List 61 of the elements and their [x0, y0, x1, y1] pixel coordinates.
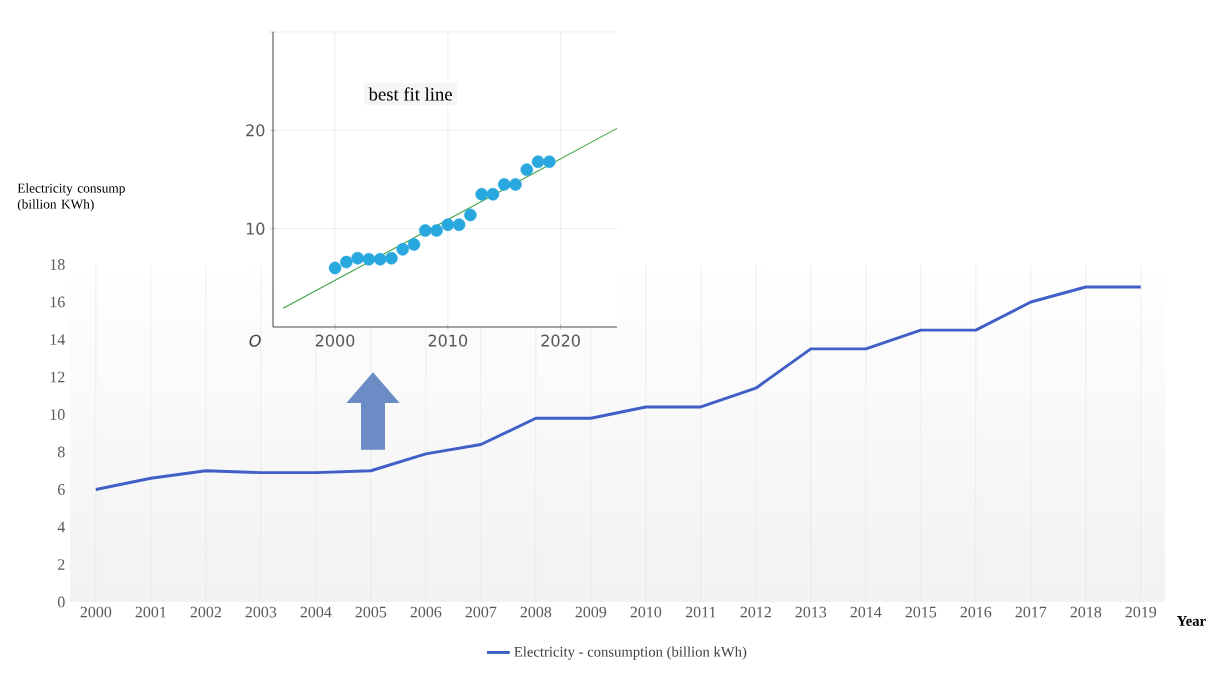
point: [419, 224, 432, 237]
y-tick-label: 2: [58, 559, 65, 570]
y-tick-label: 10: [246, 222, 265, 235]
point: [441, 218, 455, 231]
point: [362, 252, 376, 266]
y-axis-title: Electricity consump (billion KWh): [17, 183, 125, 212]
point: [340, 255, 353, 269]
point: [396, 243, 409, 256]
x-tick-label: 2012: [740, 606, 771, 618]
x-tick-label: 2004: [300, 606, 332, 618]
annotation: best fit line: [368, 87, 452, 101]
x-tick-label: 2006: [410, 606, 442, 618]
x-tick-label: 2015: [905, 606, 937, 618]
x-tick-label: 2011: [685, 606, 716, 618]
point: [351, 251, 364, 265]
y-tick-label: 10: [50, 409, 65, 420]
point: [464, 208, 477, 222]
x-tick-label: 2020: [541, 334, 580, 347]
x-tick-label: 2002: [190, 606, 221, 618]
y-tick-label: 20: [246, 124, 265, 137]
x-tick-label: 2000: [80, 606, 112, 618]
x-tick-label: 2005: [355, 606, 387, 618]
annotation: O: [249, 334, 261, 347]
y-tick-label: 14: [50, 334, 66, 345]
point: [509, 178, 522, 191]
point: [452, 218, 466, 231]
point: [475, 187, 488, 201]
y-tick-label: 12: [50, 371, 65, 383]
x-tick-label: 2000: [315, 334, 355, 347]
point: [486, 187, 500, 201]
x-tick-label: 2009: [575, 606, 607, 618]
legend-label: Electricity - consumption (billion kWh): [514, 646, 747, 660]
x-tick-label: 2008: [520, 606, 552, 618]
x-tick-label: 2010: [428, 334, 468, 347]
point: [531, 155, 545, 169]
point: [430, 224, 443, 237]
x-tick-label: 2016: [960, 606, 992, 618]
point: [328, 261, 342, 275]
y-tick-label: 8: [57, 446, 65, 458]
y-tick-label: 0: [57, 596, 65, 608]
x-tick-label: 2014: [850, 606, 882, 618]
x-tick-label: 2017: [1015, 606, 1047, 618]
y-tick-label: 16: [50, 296, 65, 308]
y-tick-label: 6: [57, 484, 65, 495]
x-axis-title: Year: [1176, 616, 1206, 626]
y-tick-label: 4: [57, 521, 66, 533]
y-tick-label: 18: [50, 259, 65, 270]
line-series: [94, 285, 1143, 491]
point: [520, 163, 534, 176]
point: [385, 251, 398, 265]
x-tick-label: 2007: [465, 606, 497, 618]
x-tick-label: 2018: [1070, 606, 1102, 618]
x-tick-label: 2003: [245, 606, 277, 618]
point: [373, 252, 387, 266]
x-tick-label: 2019: [1125, 606, 1157, 618]
point: [543, 155, 556, 169]
x-tick-label: 2013: [795, 606, 827, 618]
point: [497, 178, 511, 191]
x-tick-label: 2001: [135, 606, 166, 618]
point: [407, 238, 421, 251]
x-tick-label: 2010: [630, 606, 662, 618]
